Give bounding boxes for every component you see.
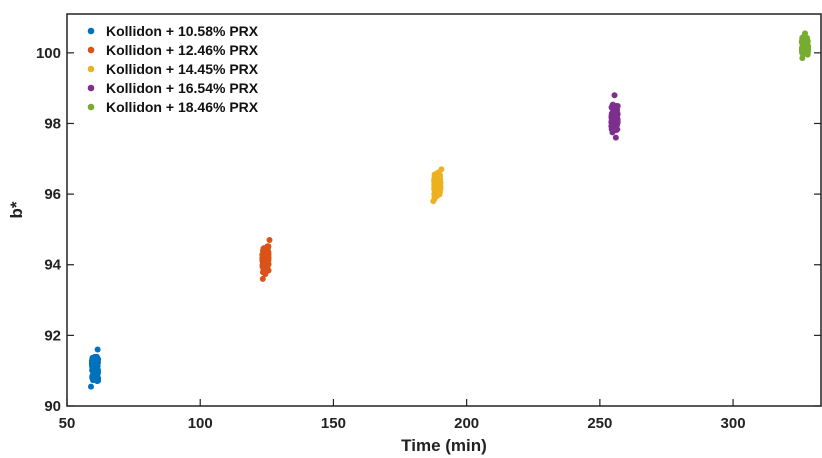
legend-marker xyxy=(87,46,95,54)
data-point xyxy=(611,92,618,99)
legend: Kollidon + 10.58% PRX Kollidon + 12.46% P… xyxy=(87,23,259,115)
x-tick-label: 200 xyxy=(454,415,479,432)
series-points xyxy=(430,166,445,205)
x-tick-label: 250 xyxy=(587,415,612,432)
legend-label: Kollidon + 14.45% PRX xyxy=(106,61,259,77)
data-point xyxy=(612,102,619,109)
x-axis-ticks: 50 100 150 200 250 300 xyxy=(59,399,746,432)
x-tick-label: 300 xyxy=(721,415,746,432)
data-point xyxy=(260,247,267,254)
legend-label: Kollidon + 12.46% PRX xyxy=(106,42,259,58)
x-tick-label: 100 xyxy=(188,415,213,432)
series-points xyxy=(87,346,102,390)
x-tick-label: 150 xyxy=(321,415,346,432)
data-point xyxy=(437,186,444,193)
data-point xyxy=(266,237,273,244)
legend-marker xyxy=(87,65,95,73)
y-tick-label: 98 xyxy=(44,115,61,132)
legend-marker xyxy=(87,84,95,92)
series-points xyxy=(608,92,621,141)
data-point xyxy=(433,193,440,200)
plot-frame xyxy=(66,13,822,407)
data-point xyxy=(804,50,811,57)
data-point xyxy=(93,357,100,364)
series-points xyxy=(798,30,812,62)
y-tick-label: 96 xyxy=(44,186,61,203)
data-point xyxy=(804,42,811,49)
legend-label: Kollidon + 10.58% PRX xyxy=(106,23,259,39)
data-point xyxy=(434,180,441,187)
data-point xyxy=(259,275,266,282)
data-point xyxy=(438,166,445,173)
legend-marker xyxy=(87,103,95,111)
data-point xyxy=(90,364,97,371)
data-point xyxy=(263,254,270,261)
legend-marker xyxy=(87,27,95,35)
data-point xyxy=(800,46,807,53)
data-point xyxy=(87,383,94,390)
data-point xyxy=(803,35,810,42)
data-points xyxy=(87,30,812,390)
y-tick-label: 100 xyxy=(36,45,61,62)
y-axis-ticks: 90 92 94 96 98 100 xyxy=(36,45,821,415)
x-tick-label: 50 xyxy=(59,415,76,432)
data-point xyxy=(612,134,619,141)
y-tick-label: 92 xyxy=(44,327,61,344)
legend-label: Kollidon + 16.54% PRX xyxy=(106,80,259,96)
data-point xyxy=(94,346,101,353)
x-axis-title: Time (min) xyxy=(401,436,487,455)
y-axis-title: b* xyxy=(7,201,26,218)
series-points xyxy=(259,237,273,282)
data-point xyxy=(614,116,621,123)
y-tick-label: 90 xyxy=(44,398,61,415)
data-point xyxy=(262,259,269,266)
y-tick-label: 94 xyxy=(44,257,61,274)
data-point xyxy=(613,126,620,133)
legend-label: Kollidon + 18.46% PRX xyxy=(106,99,259,115)
data-point xyxy=(610,113,617,120)
data-point xyxy=(261,265,268,272)
data-point xyxy=(89,374,96,381)
data-point xyxy=(430,198,437,205)
data-point xyxy=(799,55,806,62)
data-point xyxy=(802,30,809,37)
